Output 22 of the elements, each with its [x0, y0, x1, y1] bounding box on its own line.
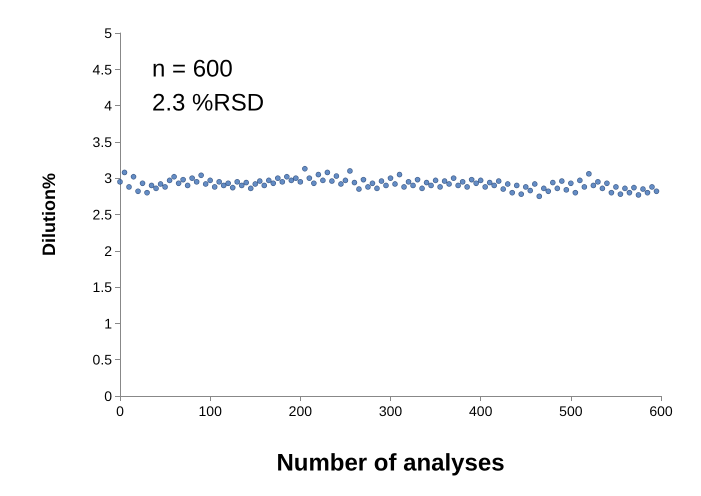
y-tick-label: 1 — [104, 315, 112, 332]
y-axis-title: Dilution% — [39, 173, 59, 256]
x-axis-title: Number of analyses — [276, 450, 505, 476]
x-tick-label: 500 — [559, 403, 583, 419]
x-tick-label: 200 — [288, 403, 312, 419]
y-tick-label: 3 — [104, 170, 112, 186]
x-tick-label: 0 — [116, 403, 124, 419]
annotation: 2.3 %RSD — [152, 90, 264, 116]
annotation: n = 600 — [152, 56, 233, 82]
y-tick-label: 0.5 — [92, 352, 112, 368]
x-tick-label: 400 — [468, 403, 493, 419]
y-tick-label: 2.5 — [92, 206, 112, 222]
y-tick-label: 0 — [104, 388, 112, 404]
x-tick-label: 100 — [198, 403, 222, 419]
y-tick-label: 2 — [104, 242, 112, 259]
y-tick-label: 3.5 — [92, 134, 112, 150]
y-tick-label: 4.5 — [92, 61, 112, 78]
y-tick-label: 5 — [104, 25, 112, 41]
y-tick-label: 1.5 — [92, 279, 112, 296]
y-tick-label: 4 — [104, 98, 112, 114]
x-tick-label: 300 — [378, 403, 402, 419]
x-tick-label: 600 — [649, 403, 673, 419]
